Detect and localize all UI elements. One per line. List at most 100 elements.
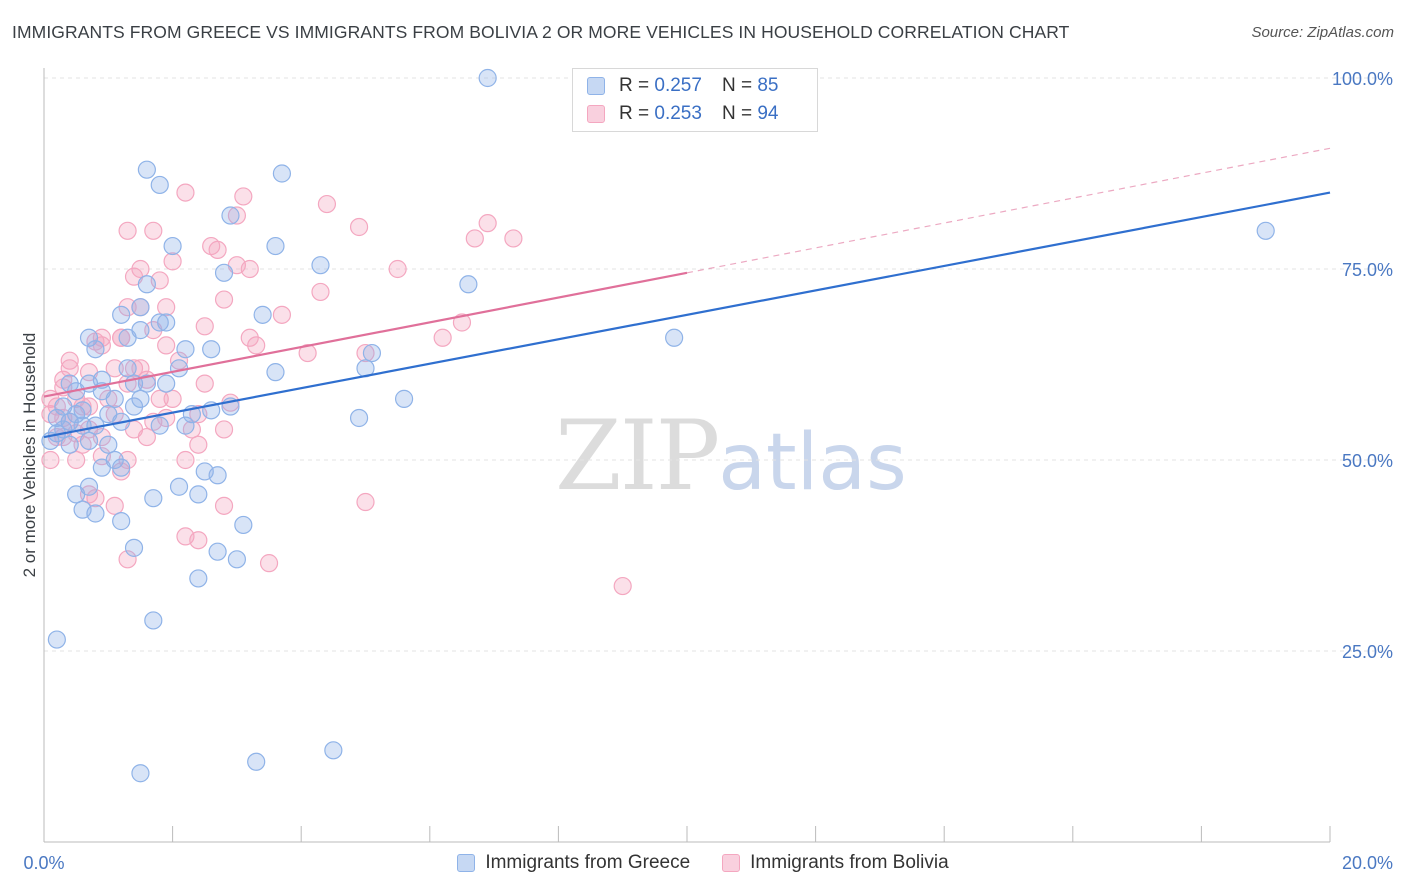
legend-r-value-bolivia: 0.253 xyxy=(654,103,702,124)
greece-point xyxy=(459,275,478,294)
greece-point xyxy=(131,389,150,408)
bolivia-point xyxy=(99,389,118,408)
bolivia-point xyxy=(144,221,163,240)
bolivia-point xyxy=(41,450,60,470)
greece-point xyxy=(137,160,156,179)
greece-point xyxy=(176,416,195,435)
greece-point xyxy=(67,485,86,504)
bolivia-point xyxy=(202,236,221,256)
legend-n-label: N = xyxy=(721,75,753,96)
greece-point xyxy=(73,401,92,420)
bolivia-point xyxy=(118,298,137,317)
greece-point xyxy=(189,485,208,504)
y-tick-label-2: 75.0% xyxy=(1342,260,1393,280)
greece-point xyxy=(208,542,227,561)
tick-labels: 25.0% 50.0% 75.0% 100.0% 0.0% 20.0% xyxy=(23,69,1393,873)
watermark: ZIPatlas xyxy=(555,400,907,512)
grid-lines xyxy=(44,77,1392,652)
greece-point xyxy=(272,164,292,183)
chart-title: IMMIGRANTS FROM GREECE VS IMMIGRANTS FRO… xyxy=(12,22,1070,42)
greece-point xyxy=(92,458,111,477)
legend-item-bolivia[interactable]: Immigrants from Bolivia xyxy=(722,852,949,874)
bolivia-point xyxy=(214,496,234,515)
bolivia-points xyxy=(41,183,632,596)
greece-point xyxy=(247,752,266,771)
bolivia-point xyxy=(176,450,195,470)
watermark-zip: ZIP xyxy=(555,400,720,512)
bolivia-point xyxy=(234,187,253,206)
bolivia-point xyxy=(504,229,523,248)
bolivia-point xyxy=(189,531,208,550)
greece-point xyxy=(157,374,176,393)
bolivia-point xyxy=(433,328,452,347)
greece-point xyxy=(253,305,272,324)
legend-label-bolivia: Immigrants from Bolivia xyxy=(750,852,949,873)
source-label[interactable]: Source: ZipAtlas.com xyxy=(1251,24,1394,41)
x-tick-label-0: 0.0% xyxy=(23,853,64,873)
greece-point xyxy=(478,68,497,88)
greece-point xyxy=(144,489,163,508)
greece-point xyxy=(124,538,144,557)
stats-legend: R = 0.257 N = 85 R = 0.253 N = 94 xyxy=(572,68,818,132)
bolivia-point xyxy=(150,389,169,408)
legend-r-label: R = xyxy=(619,75,650,96)
legend-swatch-greece xyxy=(587,77,605,95)
bolivia-point xyxy=(298,343,317,363)
greece-point xyxy=(105,389,124,408)
greece-point xyxy=(150,416,169,435)
greece-point xyxy=(112,305,131,324)
greece-point xyxy=(144,611,163,630)
greece-point xyxy=(157,313,176,332)
axes xyxy=(43,68,1331,843)
greece-point xyxy=(163,236,182,256)
greece-point xyxy=(1256,221,1275,240)
legend-label-greece: Immigrants from Greece xyxy=(485,852,691,873)
greece-point xyxy=(169,359,189,378)
bolivia-point xyxy=(157,336,176,355)
bolivia-point xyxy=(452,313,472,332)
bolivia-point xyxy=(131,359,150,378)
y-tick-label-1: 50.0% xyxy=(1342,451,1393,471)
greece-point xyxy=(150,313,169,332)
bolivia-point xyxy=(105,359,124,378)
legend-row-bolivia: R = 0.253 N = 94 xyxy=(587,103,778,125)
series-legend: Immigrants from Greece Immigrants from B… xyxy=(0,852,1406,874)
greece-point xyxy=(60,435,79,454)
bolivia-point xyxy=(317,194,337,214)
greece-point xyxy=(324,741,343,760)
greece-point xyxy=(176,340,195,359)
greece-point xyxy=(73,500,92,519)
y-tick-label-3: 100.0% xyxy=(1332,69,1393,89)
greece-point xyxy=(99,435,118,454)
legend-row-greece: R = 0.257 N = 85 xyxy=(587,75,778,97)
greece-point xyxy=(112,512,131,531)
greece-point xyxy=(124,397,144,416)
greece-point xyxy=(169,477,189,496)
bolivia-point xyxy=(214,420,234,439)
bolivia-point xyxy=(73,397,92,416)
bolivia-point xyxy=(311,282,330,302)
greece-point xyxy=(118,359,137,378)
trend-lines xyxy=(43,147,1331,439)
x-tick-label-1: 20.0% xyxy=(1342,853,1393,873)
legend-swatch-bolivia xyxy=(587,105,605,123)
bolivia-trend-line xyxy=(43,271,688,398)
bolivia-point xyxy=(247,336,266,355)
bolivia-point xyxy=(67,450,86,470)
greece-point xyxy=(150,175,169,195)
bolivia-point xyxy=(356,343,375,363)
greece-point xyxy=(266,236,285,256)
legend-n-value-bolivia: 94 xyxy=(757,103,779,124)
bolivia-point xyxy=(157,298,176,317)
bolivia-point xyxy=(137,427,156,447)
greece-point xyxy=(99,405,118,424)
bolivia-point xyxy=(112,462,131,481)
legend-item-greece[interactable]: Immigrants from Greece xyxy=(457,852,690,874)
watermark-atlas: atlas xyxy=(718,418,907,508)
greece-point xyxy=(234,515,253,535)
greece-point xyxy=(665,328,684,347)
bolivia-point xyxy=(176,183,195,202)
legend-n-label: N = xyxy=(721,103,753,124)
legend-swatch-greece xyxy=(457,854,476,872)
